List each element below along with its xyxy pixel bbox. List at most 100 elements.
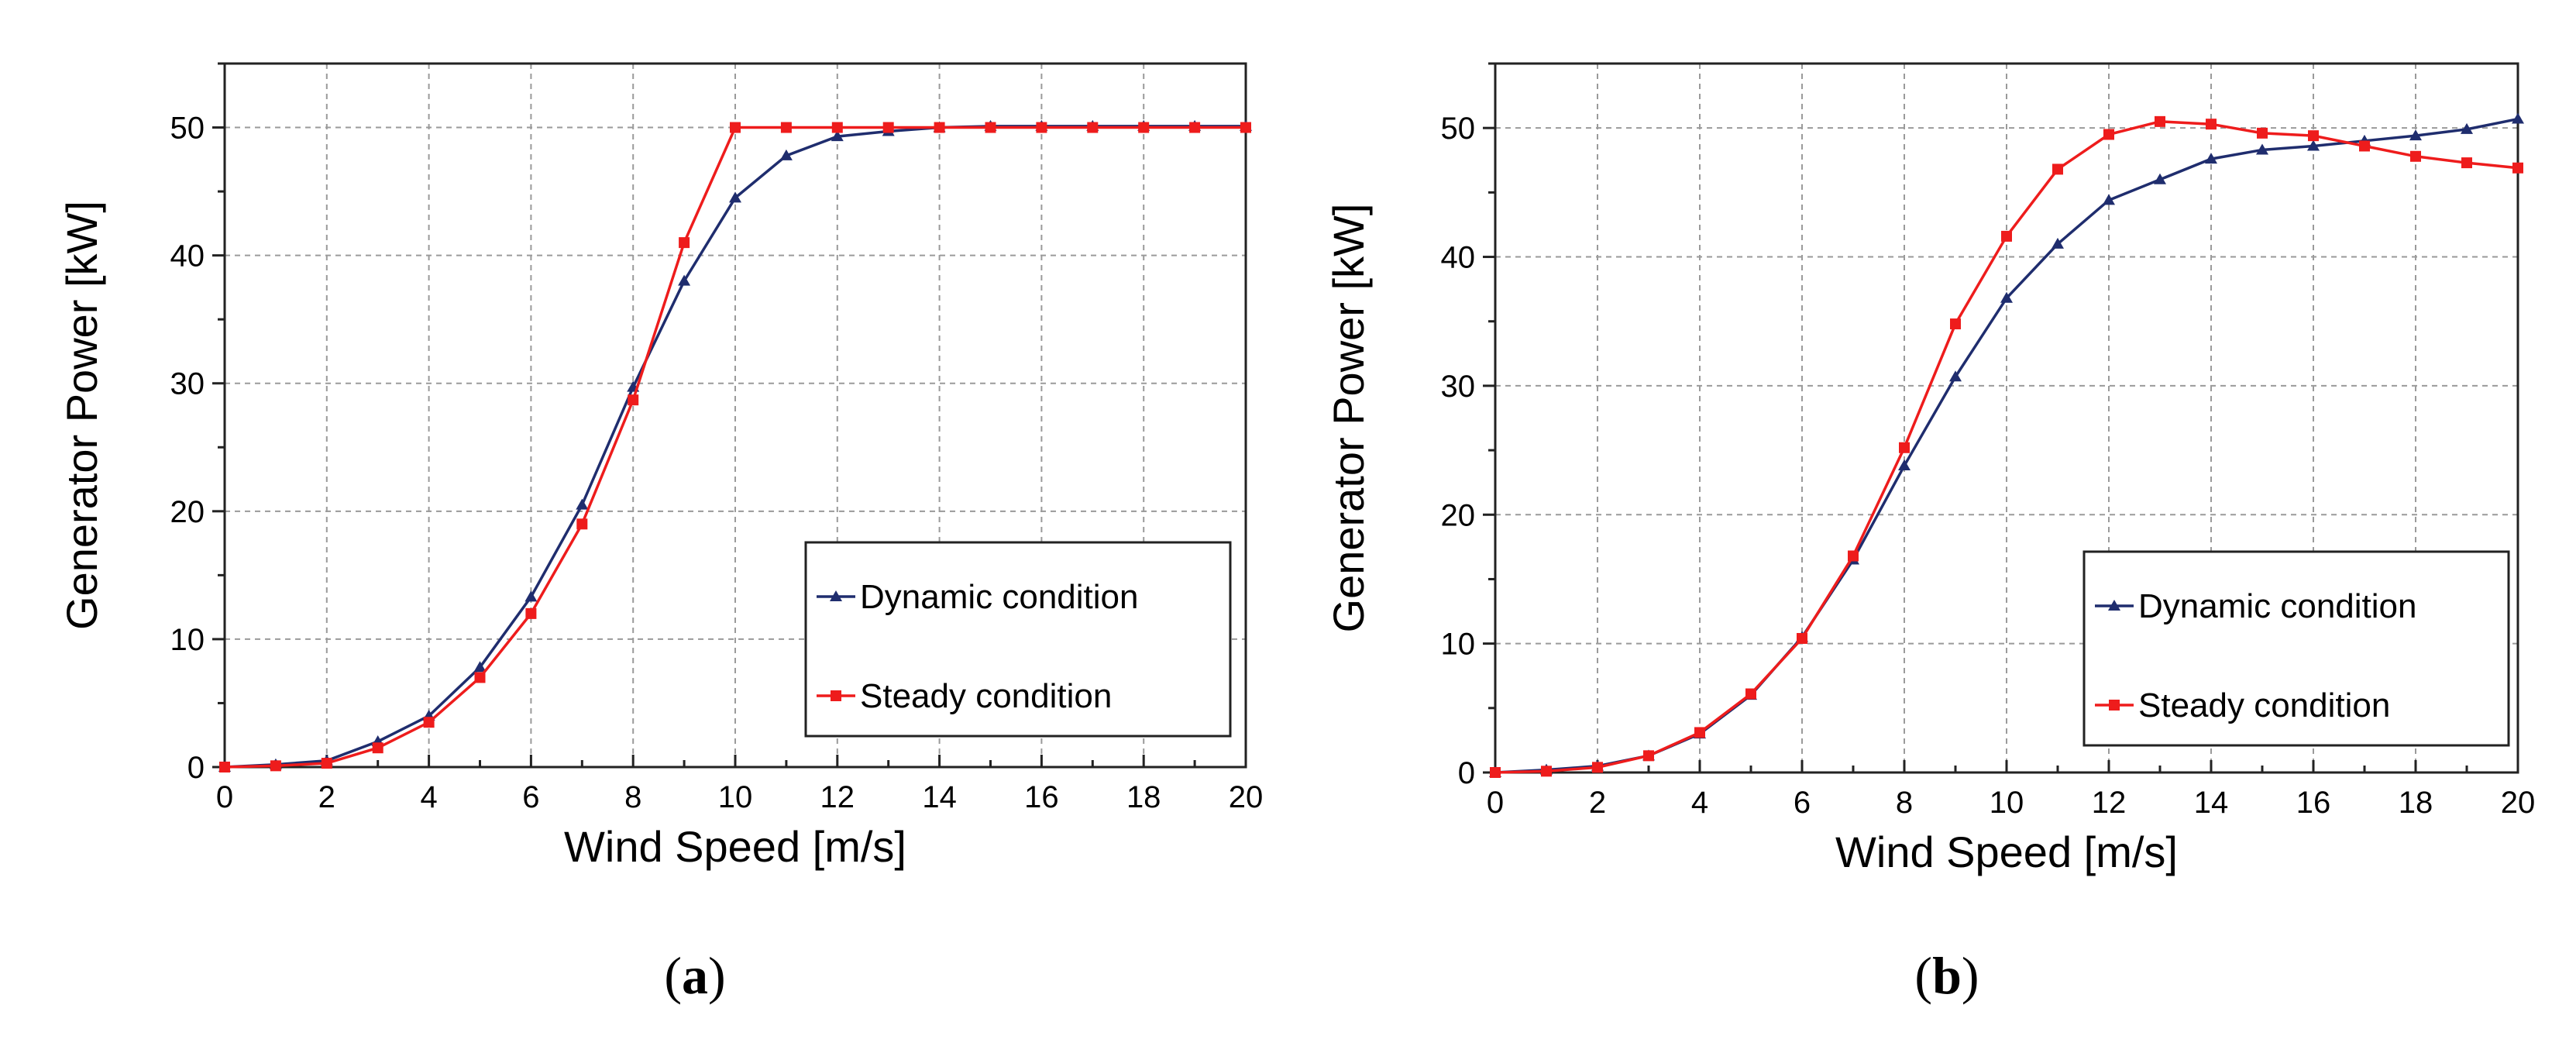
- steady-point: [1950, 318, 1961, 330]
- x-tick-label: 0: [216, 780, 233, 814]
- steady-point: [1541, 766, 1552, 777]
- steady-point: [1643, 750, 1654, 762]
- y-tick-label: 50: [1441, 112, 1476, 146]
- dynamic-point: [2409, 129, 2422, 141]
- x-tick-label: 4: [420, 780, 437, 814]
- steady-point: [321, 758, 332, 769]
- chart-a: 0 2 4 6 8 10 12 14 16 18 20 0 10 20 30 40 50 Wind Speed […: [57, 62, 1264, 871]
- dynamic-point: [2000, 291, 2013, 303]
- x-axis-label: Wind Speed [m/s]: [1835, 828, 2178, 876]
- y-tick-label: 10: [1441, 628, 1476, 662]
- legend-swatch-marker: [831, 690, 841, 701]
- caption-b: (b): [1914, 946, 1979, 1005]
- dynamic-point: [2052, 237, 2064, 249]
- steady-point: [2359, 140, 2370, 152]
- dynamic-point: [2154, 173, 2166, 184]
- dynamic-point: [779, 149, 793, 160]
- x-tick-label: 8: [1896, 786, 1913, 820]
- y-tick-label: 40: [170, 239, 205, 274]
- steady-point: [2155, 115, 2165, 127]
- steady-point: [372, 742, 383, 754]
- x-tick-label: 2: [1589, 786, 1606, 820]
- legend-swatch-marker: [2108, 600, 2120, 611]
- x-tick-label: 16: [2296, 786, 2331, 820]
- steady-point: [1745, 688, 1756, 700]
- y-tick-label: 0: [1458, 756, 1475, 790]
- x-tick-label: 14: [922, 780, 957, 814]
- legend-label: Steady condition: [2138, 686, 2390, 724]
- steady-point: [1087, 122, 1099, 133]
- y-axis-label: Generator Power [kW]: [1324, 204, 1373, 633]
- steady-point: [882, 122, 894, 133]
- dynamic-point: [2205, 153, 2217, 164]
- legend-box: [2082, 550, 2510, 747]
- x-tick-label: 6: [522, 780, 539, 814]
- dynamic-point: [2103, 194, 2115, 205]
- dynamic-point: [524, 590, 538, 602]
- steady-point: [219, 762, 230, 772]
- steady-point: [2410, 150, 2421, 162]
- dynamic-point: [473, 661, 487, 673]
- x-tick-label: 0: [1487, 786, 1504, 820]
- y-tick-label: 50: [170, 112, 205, 146]
- legend: Dynamic condition Steady condition: [2082, 550, 2510, 747]
- dynamic-point: [576, 498, 589, 510]
- steady-point: [679, 237, 690, 249]
- dynamic-point: [2307, 139, 2320, 151]
- dynamic-point: [831, 130, 844, 142]
- steady-point: [2206, 119, 2217, 130]
- x-tick-label: 4: [1691, 786, 1708, 820]
- dynamic-point: [1898, 459, 1911, 471]
- x-tick-label: 20: [2501, 786, 2536, 820]
- steady-point: [2257, 127, 2268, 139]
- legend-label: Steady condition: [860, 677, 1112, 715]
- steady-point: [525, 607, 537, 619]
- steady-point: [1694, 727, 1705, 738]
- steady-point: [934, 122, 945, 133]
- dynamic-point: [729, 191, 741, 203]
- x-tick-label: 20: [1229, 780, 1264, 814]
- steady-point: [270, 760, 281, 772]
- steady-point: [2461, 157, 2472, 169]
- y-tick-label: 0: [187, 751, 205, 785]
- steady-point: [1138, 122, 1150, 133]
- y-tick-label: 20: [1441, 498, 1476, 532]
- steady-point: [831, 122, 843, 133]
- legend-swatch-marker: [830, 590, 842, 601]
- dynamic-point: [678, 274, 691, 286]
- legend-label: Dynamic condition: [2138, 587, 2417, 625]
- dynamic-point: [2256, 143, 2268, 155]
- steady-point: [2512, 162, 2523, 174]
- x-tick-label: 18: [2399, 786, 2433, 820]
- steady-point: [1797, 632, 1807, 644]
- steady-point: [576, 518, 588, 530]
- steady-point: [2001, 230, 2012, 242]
- dynamic-point: [2512, 112, 2524, 124]
- x-tick-label: 14: [2194, 786, 2229, 820]
- y-tick-label: 10: [170, 623, 205, 657]
- y-tick-label: 30: [170, 367, 205, 401]
- steady-point: [2103, 129, 2114, 140]
- x-tick-label: 2: [318, 780, 335, 814]
- steady-point: [1189, 122, 1201, 133]
- steady-point: [2052, 163, 2063, 175]
- steady-point: [1240, 122, 1251, 133]
- steady-point: [730, 122, 741, 133]
- steady-point: [423, 717, 435, 728]
- x-tick-label: 16: [1024, 780, 1059, 814]
- x-tick-label: 6: [1794, 786, 1811, 820]
- steady-point: [474, 672, 486, 683]
- legend-label: Dynamic condition: [860, 578, 1139, 616]
- steady-point: [1490, 767, 1501, 778]
- steady-point: [780, 122, 792, 133]
- chart-b: 0 2 4 6 8 10 12 14 16 18 20 0 10 20 30 40 50 Wind Speed […: [1324, 62, 2536, 876]
- y-axis-label: Generator Power [kW]: [57, 201, 106, 630]
- steady-point: [1899, 442, 1910, 453]
- steady-point: [1848, 550, 1859, 562]
- steady-point: [985, 122, 996, 133]
- x-tick-label: 12: [820, 780, 855, 814]
- dynamic-point: [2461, 122, 2473, 134]
- x-tick-label: 18: [1126, 780, 1161, 814]
